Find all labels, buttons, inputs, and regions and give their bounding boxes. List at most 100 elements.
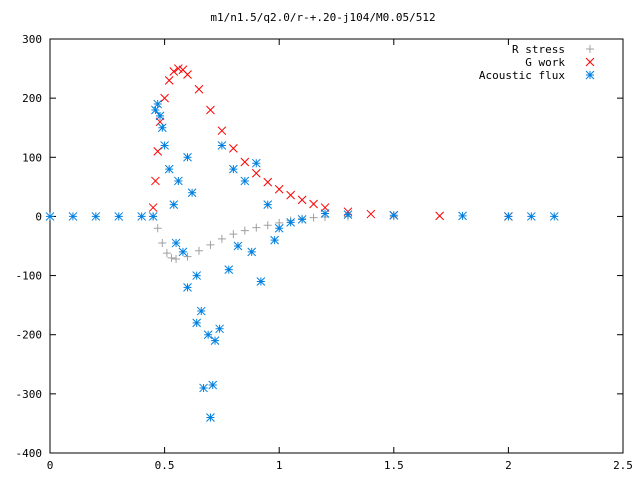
point-cross — [217, 126, 227, 136]
point-star — [297, 215, 307, 224]
point-cross — [229, 144, 238, 153]
point-cross — [153, 147, 163, 156]
point-plus — [229, 230, 238, 239]
point-star — [224, 265, 234, 275]
x-tick-label: 1.5 — [384, 459, 404, 472]
point-star — [171, 238, 181, 248]
y-tick-label: 0 — [35, 210, 42, 223]
legend-label: G work — [525, 56, 565, 69]
y-tick-label: -200 — [16, 329, 43, 342]
point-cross — [366, 209, 376, 219]
point-cross — [183, 70, 192, 79]
point-plus — [263, 221, 272, 230]
point-plus — [217, 234, 226, 243]
point-plus — [206, 240, 215, 249]
point-cross — [585, 57, 595, 67]
point-star — [233, 241, 243, 251]
point-cross — [151, 176, 160, 186]
legend-label: Acoustic flux — [479, 69, 565, 82]
point-cross — [160, 93, 169, 103]
point-star — [206, 413, 215, 422]
point-cross — [274, 184, 284, 194]
point-star — [585, 70, 595, 80]
point-star — [151, 105, 160, 115]
point-plus — [183, 252, 192, 261]
point-plus — [586, 45, 594, 53]
point-star — [229, 164, 238, 174]
point-cross — [263, 177, 273, 187]
chart-title: m1/n1.5/q2.0/r-+.20-j104/M0.05/512 — [210, 11, 435, 24]
point-star — [148, 212, 158, 221]
point-cross — [240, 157, 250, 167]
data-marks — [45, 64, 559, 422]
point-plus — [172, 255, 181, 264]
point-plus — [153, 224, 162, 233]
series-g-work — [148, 64, 513, 221]
point-star — [389, 210, 399, 220]
point-star — [208, 380, 218, 390]
point-star — [203, 330, 213, 340]
y-tick-label: -400 — [16, 447, 43, 460]
point-star — [192, 271, 202, 280]
plot-frame — [49, 38, 624, 454]
y-tick-label: -300 — [16, 388, 43, 401]
point-star — [320, 209, 330, 218]
point-star — [157, 123, 167, 133]
point-star — [458, 211, 467, 221]
point-plus — [194, 246, 203, 255]
point-star — [270, 235, 279, 245]
point-cross — [148, 203, 158, 212]
y-tick-label: -100 — [16, 270, 43, 283]
point-cross — [164, 76, 174, 85]
point-plus — [252, 223, 261, 232]
y-tick-label: 300 — [22, 33, 42, 46]
point-plus — [240, 226, 249, 235]
point-star — [240, 176, 250, 186]
point-cross — [435, 211, 444, 221]
point-plus — [158, 239, 167, 248]
x-tick-label: 2 — [505, 459, 512, 472]
point-star — [549, 212, 559, 221]
point-star — [137, 212, 147, 221]
point-star — [196, 306, 206, 316]
point-star — [91, 212, 101, 221]
point-star — [215, 324, 224, 334]
point-star — [217, 141, 227, 150]
x-tick-label: 0 — [47, 459, 54, 472]
x-tick-label: 0.5 — [155, 459, 175, 472]
x-tick-label: 2.5 — [613, 459, 633, 472]
point-cross — [286, 190, 296, 200]
point-cross — [206, 105, 215, 115]
point-star — [343, 210, 353, 220]
point-star — [155, 111, 165, 121]
point-cross — [169, 67, 179, 76]
point-star — [164, 164, 174, 174]
y-tick-label: 200 — [22, 92, 42, 105]
point-star — [160, 141, 169, 150]
point-plus — [162, 249, 171, 258]
point-star — [173, 176, 183, 186]
point-star — [192, 318, 202, 328]
point-star — [153, 99, 163, 109]
point-star — [199, 383, 208, 393]
point-star — [187, 188, 197, 198]
y-tick-label: 100 — [22, 151, 42, 164]
point-star — [274, 223, 284, 233]
point-star — [256, 277, 266, 286]
point-star — [183, 152, 192, 162]
x-tick-label: 1 — [276, 459, 283, 472]
series-acoustic-flux — [45, 99, 559, 422]
point-star — [504, 212, 513, 221]
point-star — [210, 336, 220, 345]
point-cross — [194, 84, 204, 94]
point-star — [183, 283, 192, 292]
point-cross — [297, 195, 307, 205]
point-cross — [251, 168, 261, 178]
point-plus — [309, 213, 318, 222]
point-star — [251, 158, 261, 168]
point-star — [169, 200, 179, 209]
point-star — [286, 217, 296, 227]
point-cross — [309, 199, 318, 209]
